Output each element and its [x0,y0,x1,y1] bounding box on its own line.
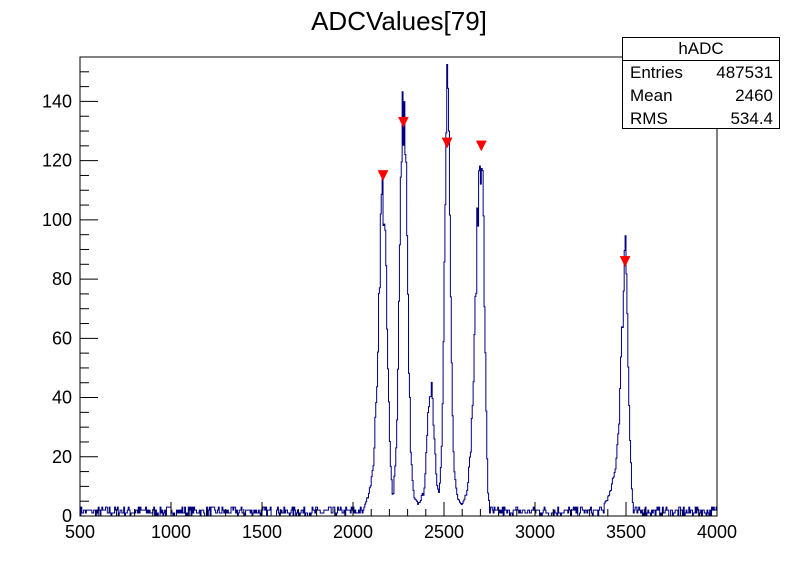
y-tick-label: 80 [52,269,72,289]
histogram-series [80,63,717,517]
peak-marker [475,140,487,152]
stats-mean-value: 2460 [735,86,773,105]
chart-title: ADCValues[79] [311,6,487,36]
peak-marker [441,137,453,149]
stats-rms-label: RMS [630,109,668,128]
x-tick-label: 4000 [697,522,737,542]
x-tick-label: 3000 [515,522,555,542]
y-tick-label: 60 [52,328,72,348]
y-axis: 0 20 40 60 80 100 120 140 [42,56,98,526]
x-tick-label: 1000 [151,522,191,542]
x-tick-label: 2000 [333,522,373,542]
y-tick-label: 100 [42,210,72,230]
histogram-line [80,63,717,517]
peak-marker [619,256,631,267]
y-tick-label: 40 [52,388,72,408]
stats-box: hADC Entries 487531 Mean 2460 RMS 534.4 [622,37,780,129]
stats-mean-row: Mean 2460 [623,84,779,107]
stats-rms-value: 534.4 [730,109,773,128]
stats-entries-label: Entries [630,63,683,82]
stats-entries-row: Entries 487531 [623,61,779,84]
stats-mean-label: Mean [630,86,673,105]
y-tick-label: 0 [62,506,72,526]
y-tick-label: 140 [42,91,72,111]
x-tick-label: 500 [65,522,95,542]
x-tick-label: 2500 [424,522,464,542]
peak-markers [377,116,631,267]
x-tick-label: 3500 [606,522,646,542]
y-tick-label: 120 [42,151,72,171]
stats-entries-value: 487531 [716,63,773,82]
peak-marker [398,116,409,128]
x-axis: 500 1000 1500 2000 2500 3000 3500 4000 [65,502,737,542]
plot-frame [79,56,718,517]
x-tick-label: 1500 [242,522,282,542]
y-tick-label: 20 [52,447,72,467]
stats-box-name: hADC [623,38,779,61]
stats-rms-row: RMS 534.4 [623,107,779,130]
peak-marker [377,170,389,182]
